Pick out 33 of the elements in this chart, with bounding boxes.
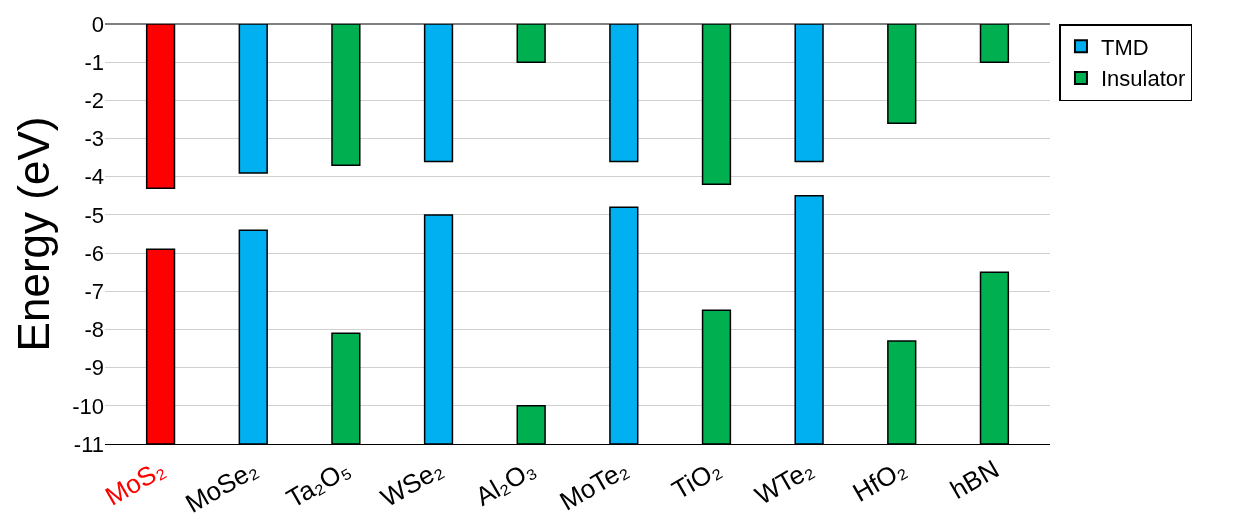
y-tick-label: -4 [84,164,104,190]
bar [794,24,824,163]
legend-label: Insulator [1100,66,1186,92]
y-tick-label: -7 [84,278,104,304]
bar [887,24,917,125]
bar [701,24,732,186]
y-tick-label: -9 [84,355,104,381]
x-tick-label: hBN [945,453,1004,505]
bar [145,24,176,189]
bar [979,24,1010,63]
x-tick-label: WSe₂ [375,453,449,513]
bar [516,24,546,63]
bar [238,24,268,174]
y-tick-label: -3 [84,126,104,152]
y-tick-label: -5 [84,202,104,228]
x-tick-label: Al₂O₃ [470,453,541,512]
y-tick-label: -8 [84,317,104,343]
y-tick-label: -10 [72,393,104,419]
x-tick-label: WTe₂ [749,453,819,511]
bar [423,24,454,163]
legend-label: TMD [1100,34,1149,60]
x-tick-label: MoTe₂ [554,453,634,517]
x-tick-label: HfO₂ [847,453,912,508]
y-tick-label: -2 [84,88,104,114]
bar [609,24,639,163]
x-tick-label: TiO₂ [666,453,726,506]
y-tick-label: 0 [91,11,104,37]
y-axis-title: Energy (eV) [9,116,59,352]
y-tick-label: -6 [84,240,104,266]
x-tick-label: MoSe₂ [180,453,263,519]
y-tick-label: -1 [84,49,104,75]
x-tick-label: Ta₂O₅ [281,453,356,514]
bar [331,24,361,167]
